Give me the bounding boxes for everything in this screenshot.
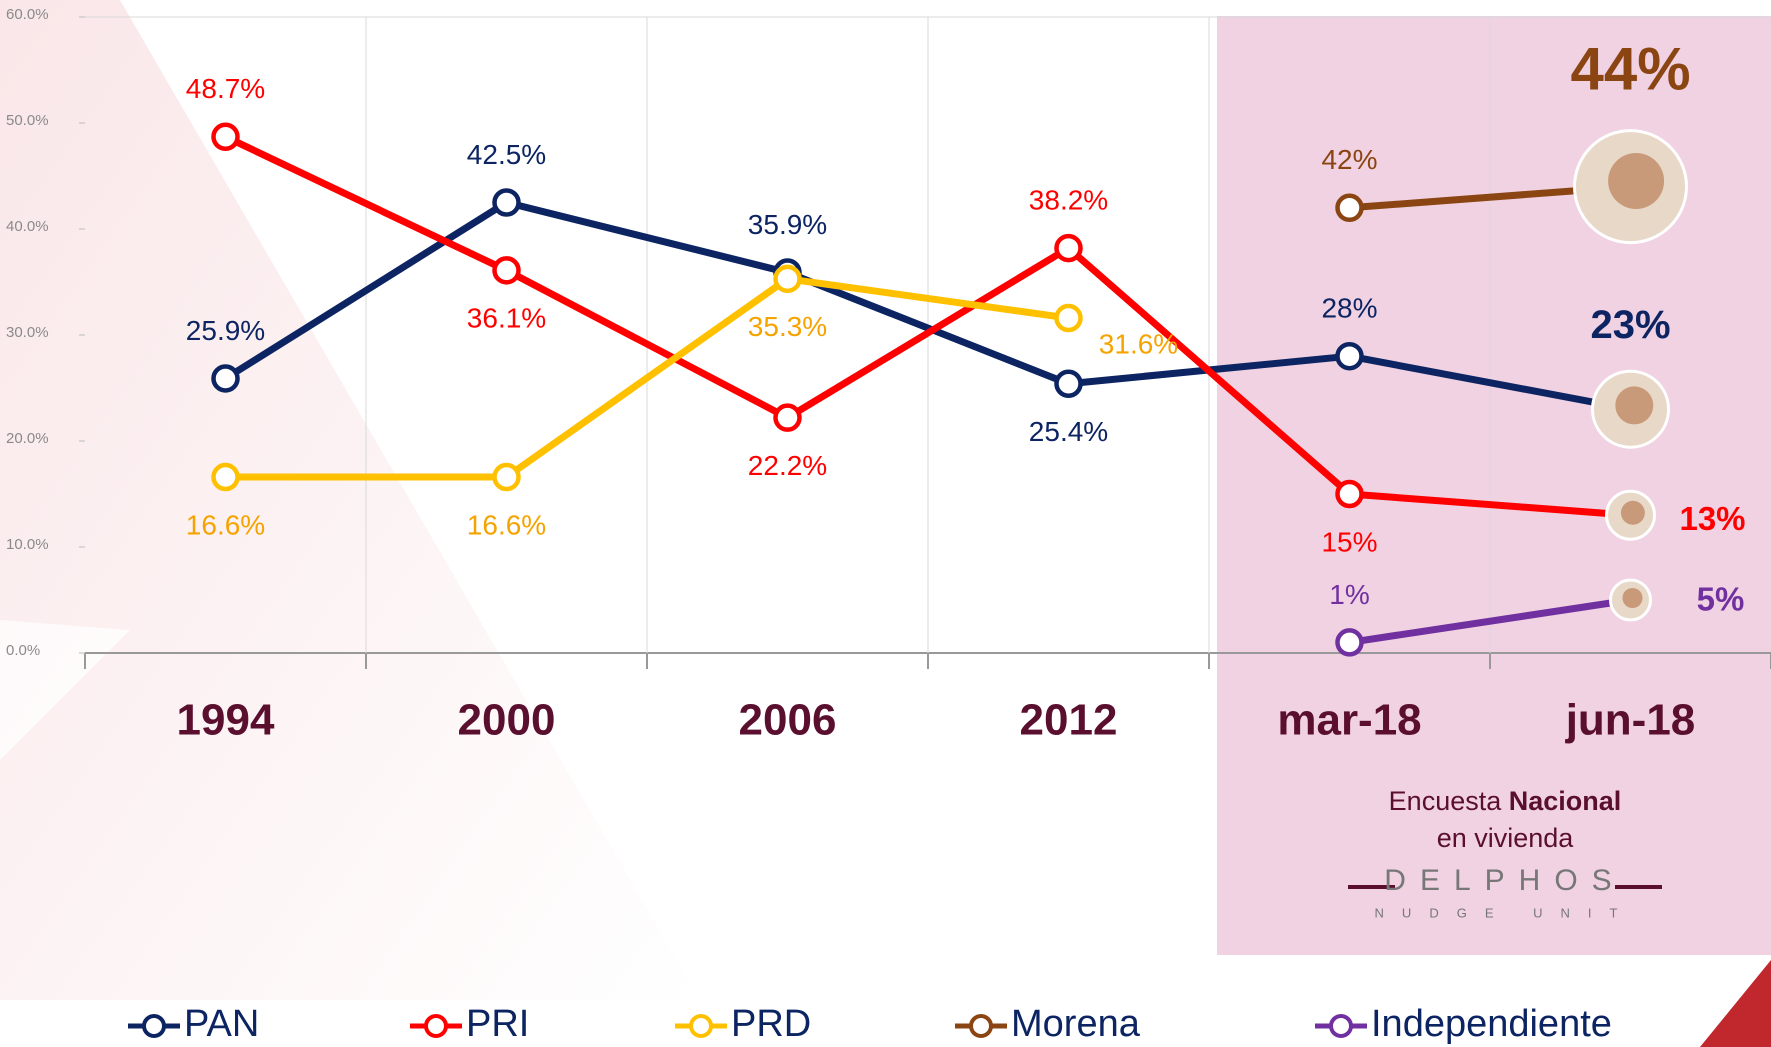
x-tick-label: 2012	[1020, 696, 1118, 745]
survey-word: Encuesta	[1389, 786, 1503, 816]
legend-marker	[144, 1016, 164, 1036]
point-marker	[214, 366, 238, 390]
y-tick-label: 60.0%	[6, 6, 49, 23]
legend-label: PAN	[184, 1003, 259, 1045]
y-tick-label: 40.0%	[6, 218, 49, 235]
survey-text: Encuesta Nacional	[1389, 786, 1622, 816]
legend-marker	[971, 1016, 991, 1036]
data-label: 25.4%	[1029, 416, 1108, 447]
legend-marker	[426, 1016, 446, 1036]
data-label: 48.7%	[186, 73, 265, 104]
point-marker	[1057, 236, 1081, 260]
point-marker	[1338, 196, 1362, 220]
data-label: 5%	[1697, 581, 1745, 618]
point-marker	[495, 465, 519, 489]
logo-shape	[1700, 960, 1771, 1047]
chart: Encuesta Nacional en vivienda DELPHOS NU…	[0, 0, 1771, 1047]
y-tick-label: 30.0%	[6, 324, 49, 341]
point-marker	[495, 258, 519, 282]
data-label: 42.5%	[467, 139, 546, 170]
data-label: 15%	[1321, 526, 1377, 557]
data-label: 13%	[1679, 500, 1745, 537]
point-marker	[1338, 344, 1362, 368]
data-label: 42%	[1321, 144, 1377, 175]
x-tick-label: mar-18	[1277, 696, 1421, 745]
background-shape	[0, 0, 700, 1000]
data-label: 35.9%	[748, 209, 827, 240]
x-tick-label: 1994	[177, 696, 275, 745]
y-tick-label: 50.0%	[6, 112, 49, 129]
data-label: 16.6%	[186, 509, 265, 540]
point-marker	[495, 191, 519, 215]
data-label: 35.3%	[748, 311, 827, 342]
candidate-face	[1623, 588, 1643, 608]
point-marker	[1057, 372, 1081, 396]
legend-label: Morena	[1011, 1003, 1141, 1045]
x-tick-label: 2000	[458, 696, 556, 745]
point-marker	[214, 125, 238, 149]
point-marker	[776, 406, 800, 430]
data-label: 31.6%	[1099, 328, 1178, 359]
candidate-face	[1615, 386, 1653, 424]
brand-sub: NUDGE UNIT	[1375, 905, 1636, 920]
brand: DELPHOS	[1384, 864, 1625, 897]
data-label: 28%	[1321, 293, 1377, 324]
data-label: 25.9%	[186, 315, 265, 346]
legend-label: Independiente	[1371, 1003, 1612, 1045]
point-marker	[1338, 630, 1362, 654]
data-label: 38.2%	[1029, 184, 1108, 215]
legend-marker	[691, 1016, 711, 1036]
y-tick-label: 10.0%	[6, 536, 49, 553]
survey-text: en vivienda	[1437, 823, 1575, 853]
data-label: 22.2%	[748, 450, 827, 481]
legend-marker	[1331, 1016, 1351, 1036]
point-marker	[1057, 306, 1081, 330]
point-marker	[1338, 482, 1362, 506]
legend-label: PRI	[466, 1003, 529, 1045]
point-marker	[776, 267, 800, 291]
survey-word: Nacional	[1509, 786, 1622, 816]
x-tick-label: 2006	[739, 696, 837, 745]
y-tick-label: 20.0%	[6, 430, 49, 447]
y-tick-label: 0.0%	[6, 642, 40, 659]
data-label: 36.1%	[467, 303, 546, 334]
data-label: 16.6%	[467, 509, 546, 540]
data-label: 1%	[1329, 579, 1369, 610]
x-tick-label: jun-18	[1565, 696, 1696, 745]
legend-label: PRD	[731, 1003, 811, 1045]
candidate-face	[1608, 153, 1664, 209]
point-marker	[214, 465, 238, 489]
data-label: 23%	[1590, 303, 1670, 347]
candidate-face	[1621, 501, 1645, 525]
data-label: 44%	[1570, 35, 1690, 102]
